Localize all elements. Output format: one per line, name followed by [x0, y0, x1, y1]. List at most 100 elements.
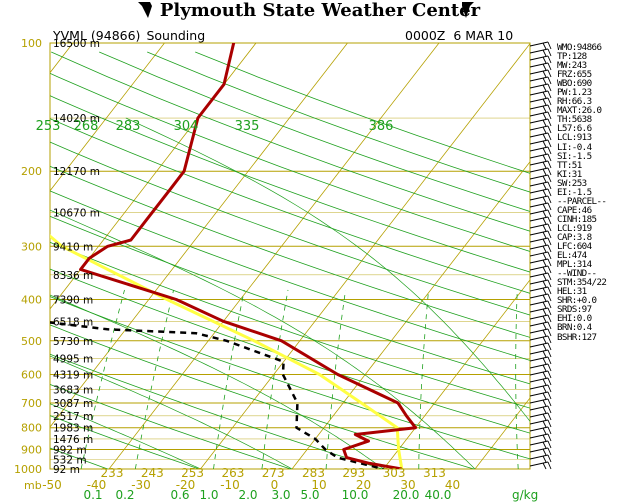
theta-tick-label: 233: [101, 466, 124, 480]
isotherm-line: [108, 43, 440, 469]
theta-top-label: 386: [369, 119, 394, 134]
wind-barb: [529, 349, 552, 358]
stat-line: TP:128: [557, 51, 587, 63]
stat-line: LCL:919: [557, 222, 592, 234]
wind-barb: [529, 125, 552, 134]
pressure-tick-label: 800: [21, 422, 42, 435]
wind-barb: [529, 342, 552, 351]
mixing-ratio-tick-label: 5.0: [300, 488, 319, 502]
stat-line: --PARCEL--: [557, 195, 607, 207]
dry-adiabat-line: [50, 72, 530, 252]
stat-line: MAXT:26.0: [557, 105, 602, 117]
wind-barb: [529, 272, 552, 281]
dry-adiabat-line: [50, 353, 384, 469]
wind-barb: [529, 335, 552, 344]
wind-barb: [529, 139, 552, 148]
height-label: 2517 m: [53, 411, 93, 423]
wind-barb: [529, 230, 552, 239]
stat-line: HEL:31: [557, 286, 587, 298]
height-label: 5730 m: [53, 336, 93, 348]
wind-barb: [529, 321, 552, 330]
wind-barb: [529, 97, 552, 106]
wind-barb: [529, 405, 552, 414]
dry-adiabat-line: [50, 190, 530, 361]
mixing-ratio-tick-label: 20.0: [393, 488, 420, 502]
wind-barb: [529, 384, 552, 393]
dry-adiabat-line: [50, 118, 530, 294]
wind-barb: [529, 279, 552, 288]
moist-adiabat-line: [50, 209, 476, 469]
dry-adiabat-line: [51, 51, 530, 232]
height-label: 1983 m: [53, 423, 93, 435]
temperature-tick-label: 20: [356, 478, 371, 492]
isotherm-line: [50, 43, 348, 428]
dry-adiabat-line: [50, 324, 476, 469]
dry-adiabat-line: [50, 296, 530, 460]
dry-adiabat-line: [50, 165, 530, 338]
wind-barb: [529, 307, 552, 316]
wind-barb: [529, 356, 552, 365]
mixing-ratio-tick-label: 1.0: [199, 488, 218, 502]
height-label: 4995 m: [53, 353, 93, 365]
theta-tick-label: 303: [383, 466, 406, 480]
pressure-tick-label: 400: [21, 293, 42, 306]
height-label: 10670 m: [53, 208, 100, 220]
height-label: 992 m: [53, 445, 87, 457]
dry-adiabat-line: [99, 51, 530, 212]
wind-barb: [529, 90, 552, 99]
temperature-tick-label: 40: [445, 478, 460, 492]
dry-adiabat-line: [50, 215, 530, 385]
wind-barb: [529, 62, 552, 71]
page-title: Plymouth State Weather Center: [159, 0, 481, 21]
wind-barb: [529, 237, 552, 246]
dry-adiabat-line: [50, 141, 530, 316]
parcel-trace: [50, 234, 404, 469]
wind-barb: [529, 160, 552, 169]
wind-barb: [529, 363, 552, 372]
stat-line: TT:51: [557, 159, 582, 171]
theta-tick-label: 273: [262, 466, 285, 480]
temperature-tick-label: -40: [87, 478, 107, 492]
wind-barb: [529, 412, 552, 421]
temperature-tick-label: -20: [176, 478, 196, 492]
isotherm-line: [50, 43, 165, 192]
wind-barb: [529, 328, 552, 337]
wind-barb: [529, 216, 552, 225]
stat-line: EL:474: [557, 250, 587, 262]
moist-adiabat-line: [50, 294, 384, 469]
theta-tick-label: 293: [342, 466, 365, 480]
stat-line: BSHR:127: [557, 331, 597, 343]
wind-barb: [529, 426, 552, 435]
mixing-ratio-tick-label: 0.1: [83, 488, 102, 502]
temperature-tick-label: -50: [42, 478, 62, 492]
height-label: 9410 m: [53, 241, 93, 253]
stat-line: --WIND--: [557, 268, 597, 280]
stat-line: MPL:314: [557, 259, 592, 271]
mixing-ratio-grid: [80, 289, 519, 469]
wind-barb: [529, 258, 552, 267]
stat-line: PW:1.23: [557, 87, 592, 99]
stat-line: BRN:0.4: [557, 322, 592, 334]
dry-adiabat-line: [50, 383, 293, 469]
theta-tick-label: 253: [181, 466, 204, 480]
height-label: 8336 m: [53, 270, 93, 282]
stat-line: SHR:+0.0: [557, 295, 597, 307]
dry-adiabat-line: [50, 415, 201, 469]
theta-tick-label: 243: [141, 466, 164, 480]
pressure-tick-label: 1000: [14, 463, 42, 476]
pressure-tick-label: 900: [21, 444, 42, 457]
stat-line: SW:253: [557, 177, 587, 189]
mixing-ratio-line: [213, 289, 245, 469]
dry-adiabat-line: [50, 95, 530, 273]
wind-barb: [529, 55, 552, 64]
wind-barb: [529, 419, 552, 428]
unit-label-mb: mb: [24, 479, 42, 492]
isobar-grid: [49, 42, 531, 470]
wind-barb: [529, 41, 552, 50]
temperature-tick-label: 10: [311, 478, 326, 492]
wind-barb: [529, 146, 552, 155]
wind-barb: [529, 153, 552, 162]
unit-label-gkg: g/kg: [512, 488, 538, 502]
theta-tick-label: 263: [221, 466, 244, 480]
